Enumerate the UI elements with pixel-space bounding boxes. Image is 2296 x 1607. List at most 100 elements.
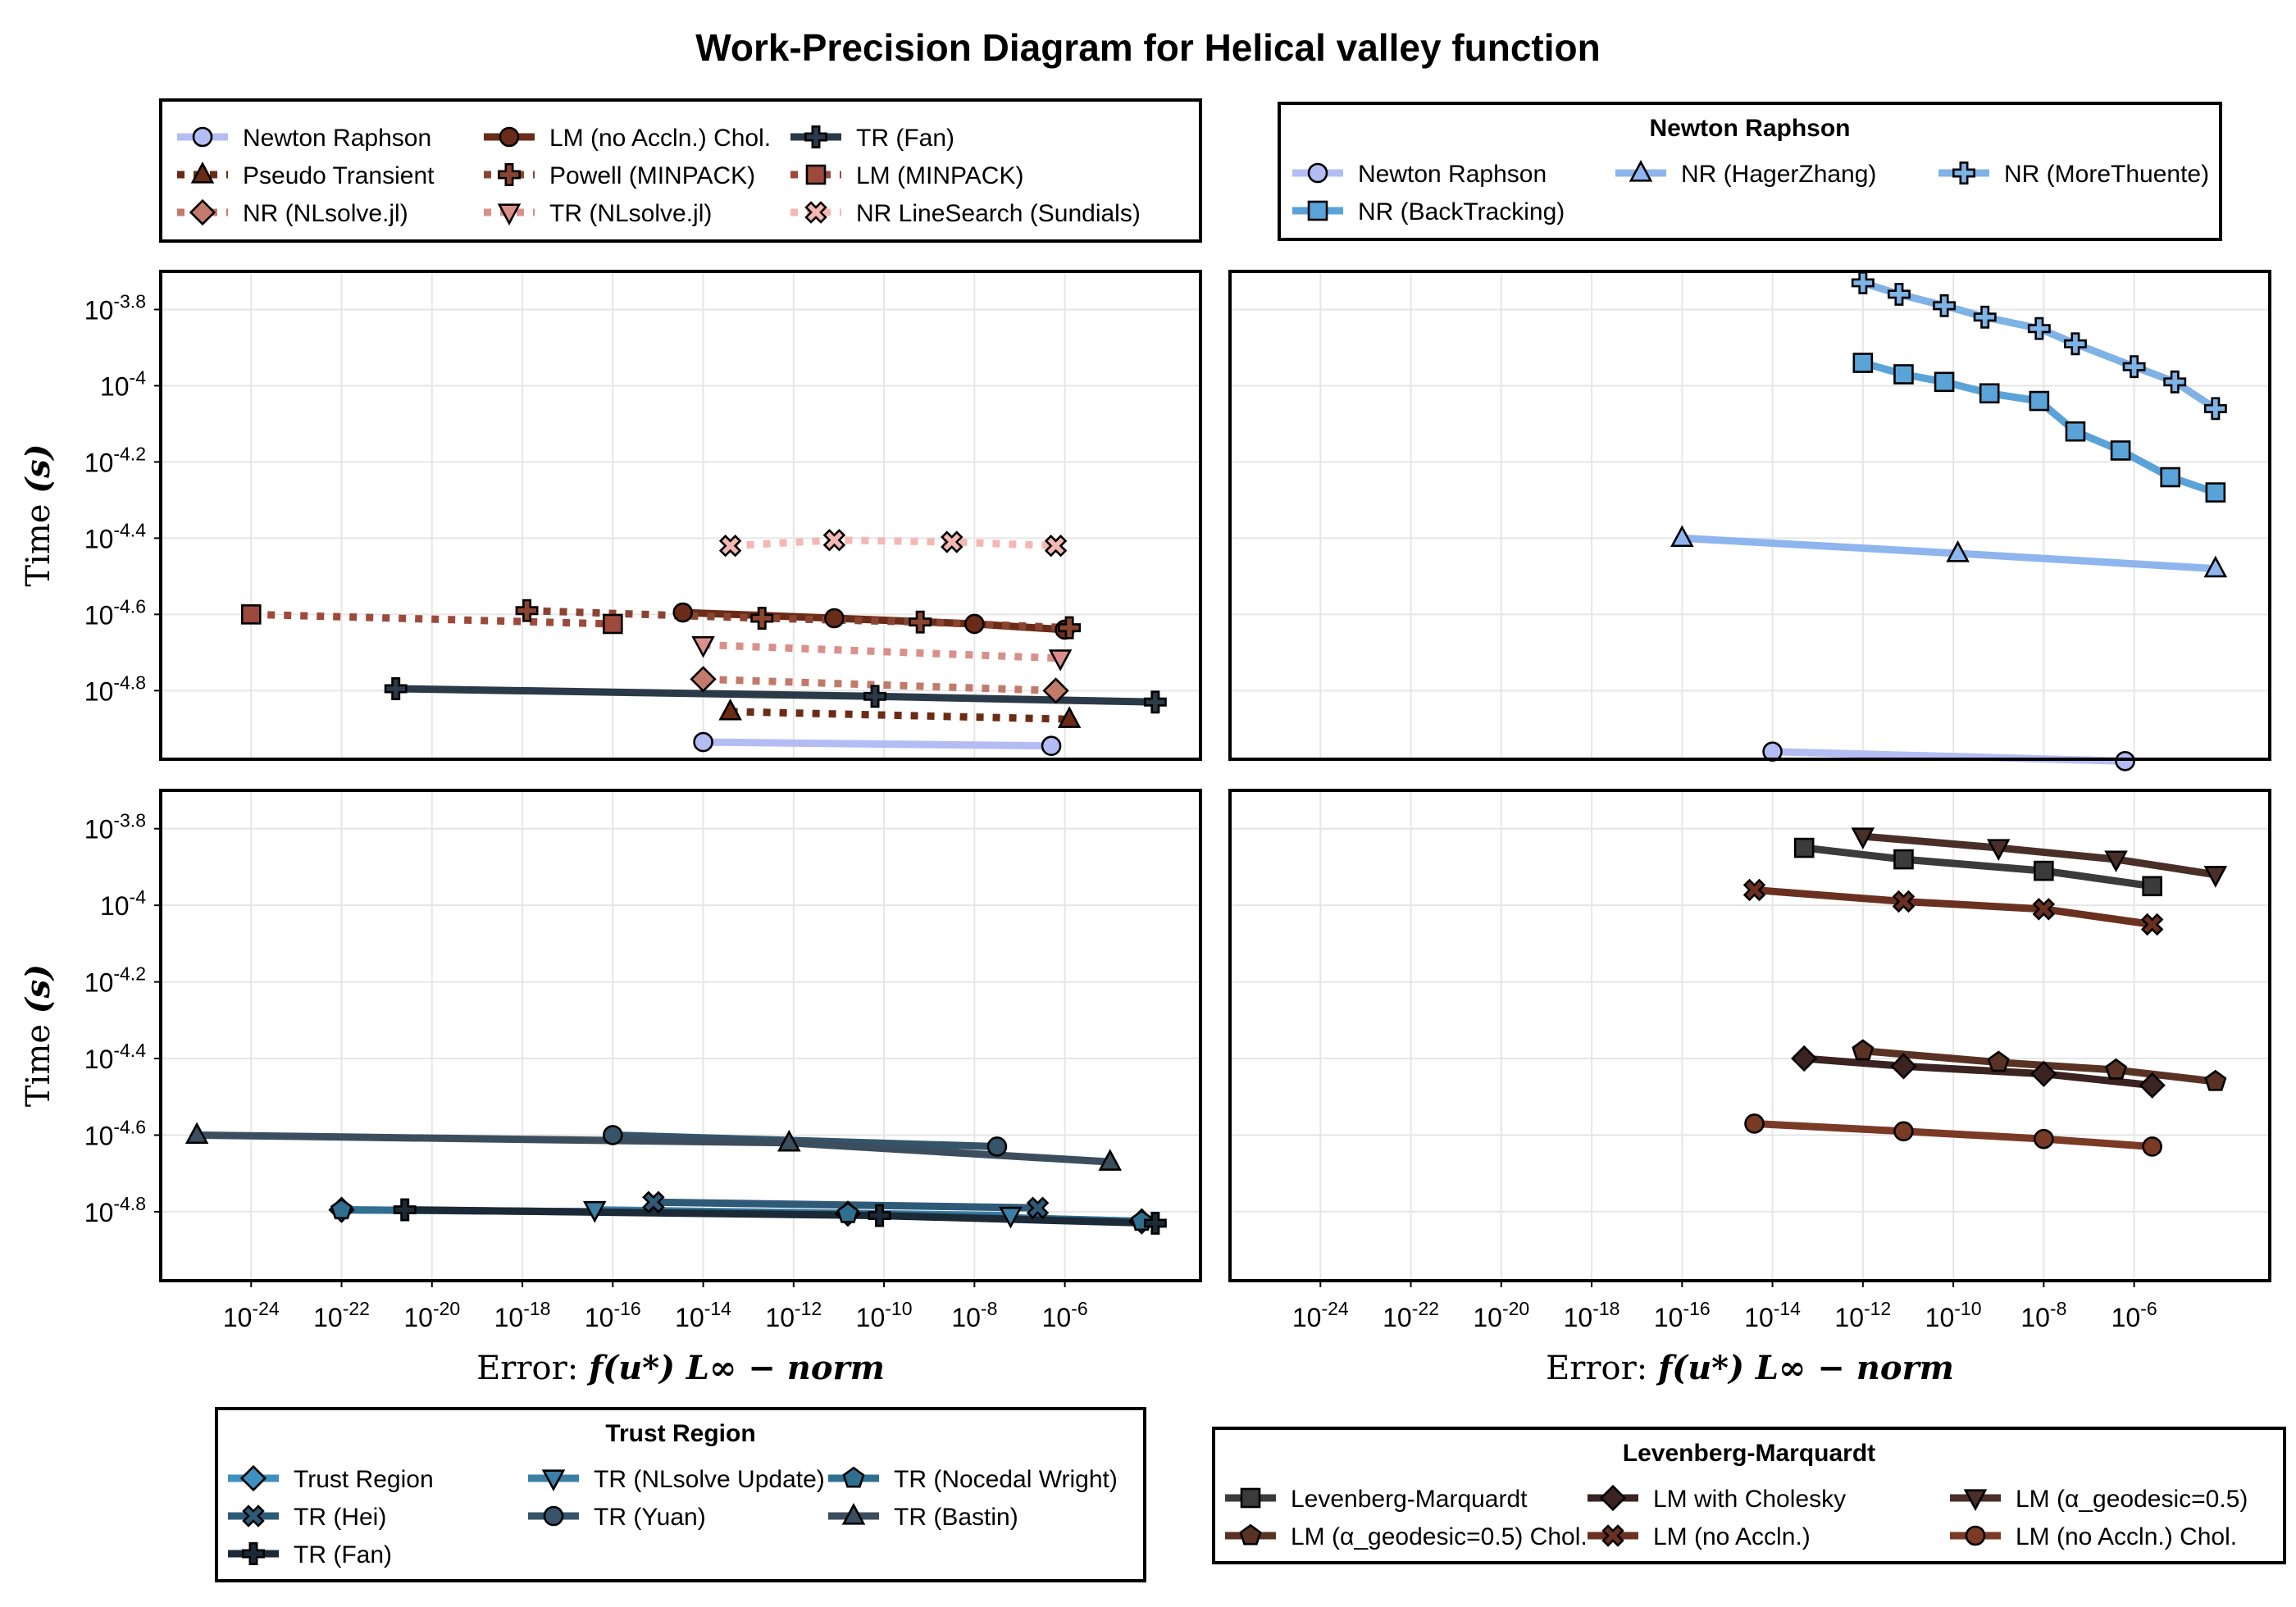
y-tick-label: 10-4 [100, 886, 146, 921]
legend-swatch-marker [541, 1469, 566, 1491]
legend-swatch-marker [804, 201, 827, 224]
data-point-tr-fan [1143, 1211, 1167, 1235]
legend-entry-tr-fan: TR (Fan) [856, 125, 954, 152]
legend-swatch-marker [189, 198, 216, 226]
x-tick-label: 10-12 [765, 1298, 822, 1332]
data-point-powell-minpack [909, 610, 932, 634]
legend-bottom-left: Trust Region Trust Region TR (NLsolve Upda… [215, 1407, 1146, 1582]
series-line-nr-morethuente [1861, 279, 2218, 412]
legend-swatch-marker [842, 1466, 865, 1488]
legend-entry-nr-nlsolve-jl: NR (NLsolve.jl) [243, 200, 408, 227]
data-point-tr-nlsolve-jl [1048, 649, 1073, 671]
x-axis-label: Error: f(u*) L∞ − norm [1546, 1349, 1954, 1387]
data-point-nr-backtracking [2205, 482, 2226, 503]
data-point-levenberg-marquardt [2034, 860, 2054, 881]
data-point-pseudo-transient [1057, 706, 1082, 728]
data-point-nr-linesearch-sundials [1044, 534, 1068, 558]
data-point-tr-nocedal-wright [330, 1198, 353, 1220]
legend-bottom-right: Levenberg-Marquardt Levenberg-Marquardt LM… [1212, 1427, 2286, 1564]
panel-top-right [1228, 270, 2271, 772]
panel-frame [159, 789, 1202, 1282]
legend-swatch-marker [497, 203, 522, 225]
legend-entry-newton-raphson: Newton Raphson [1358, 161, 1547, 188]
data-point-nr-hagerzhang [1670, 525, 1694, 548]
legend-swatch-marker [841, 1503, 866, 1525]
legend-swatch-marker [1307, 200, 1328, 221]
y-axis-label: Time (s) [19, 964, 57, 1107]
data-point-tr-fan [1143, 690, 1167, 714]
data-point-levenberg-marquardt [1893, 849, 1914, 870]
legend-swatch-marker [1629, 160, 1653, 182]
data-point-lm-alpha-geodesic-0-5 [2203, 866, 2228, 888]
data-point-newton-raphson [1041, 735, 1062, 757]
data-point-nr-backtracking [2110, 440, 2131, 461]
data-point-lm-minpack [603, 613, 623, 635]
legend-entry-tr-fan: TR (Fan) [294, 1541, 392, 1568]
data-point-nr-backtracking [1893, 364, 1914, 385]
legend-entry-levenberg-marquardt: Levenberg-Marquardt [1291, 1486, 1528, 1513]
x-tick-label: 10-22 [313, 1298, 370, 1332]
legend-swatch-marker [242, 1505, 265, 1527]
data-point-tr-nlsolve-jl [691, 635, 715, 658]
data-point-tr-hei [642, 1190, 665, 1213]
y-axis-label: Time (s) [19, 444, 57, 586]
series-line-newton-raphson [703, 738, 1052, 750]
x-tick-label: 10-12 [1834, 1298, 1891, 1332]
data-point-levenberg-marquardt [1793, 837, 1815, 858]
data-point-nr-hagerzhang [1946, 540, 1970, 562]
legend-swatch-marker [1952, 162, 1975, 184]
data-point-tr-nlsolve-update [999, 1206, 1023, 1229]
legend-swatch-marker [543, 1505, 564, 1527]
legend-entry-nr-backtracking: NR (BackTracking) [1358, 198, 1565, 225]
data-point-tr-yuan [603, 1125, 623, 1145]
data-point-lm-with-cholesky [1890, 1053, 1917, 1080]
legend-title: Levenberg-Marquardt [1623, 1440, 1875, 1467]
data-point-nr-backtracking [1979, 383, 2000, 404]
data-point-tr-bastin [184, 1122, 209, 1145]
data-point-tr-bastin [777, 1129, 801, 1152]
legend-entry-newton-raphson: Newton Raphson [243, 125, 431, 152]
data-point-tr-bastin [1098, 1149, 1123, 1171]
legend-swatch-marker [804, 125, 827, 148]
legend-entry-tr-nlsolve-jl: TR (NLsolve.jl) [549, 200, 712, 227]
x-tick-label: 10-8 [951, 1298, 997, 1332]
data-point-nr-backtracking [2160, 467, 2181, 488]
x-tick-label: 10-24 [223, 1298, 280, 1332]
legend-swatch-marker [499, 126, 520, 148]
data-point-lm-alpha-geodesic-0-5-chol [2104, 1058, 2128, 1080]
legend-layer: Newton Raphson LM (no Accln.) Chol. TR (Fa… [159, 98, 2286, 1582]
data-point-pseudo-transient [718, 698, 742, 721]
y-tick-label: 10-4 [100, 366, 146, 401]
legend-frame [1212, 1427, 2286, 1564]
legend-entry-nr-linesearch-sundials: NR LineSearch (Sundials) [856, 200, 1141, 227]
series-line-pseudo-transient [730, 708, 1070, 723]
figure-title: Work-Precision Diagram for Helical valle… [695, 26, 1600, 69]
panel-frame [1228, 270, 2271, 761]
data-point-lm-no-accln-chol [2142, 1136, 2162, 1157]
series-line-nr-hagerzhang [1682, 534, 2216, 573]
data-point-tr-nocedal-wright [836, 1201, 859, 1223]
y-tick-label: 10-4.8 [84, 1193, 146, 1227]
x-tick-label: 10-6 [1042, 1298, 1088, 1332]
series-line-lm-alpha-geodesic-0-5-chol [1862, 1047, 2216, 1086]
data-point-nr-morethuente [2163, 370, 2187, 394]
legend-swatch-marker [1963, 1489, 1988, 1511]
data-point-nr-morethuente [2063, 332, 2087, 356]
series-line-lm-no-accln [1754, 885, 2153, 928]
data-point-nr-morethuente [1851, 271, 1875, 294]
x-tick-label: 10-14 [675, 1298, 731, 1332]
x-tick-label: 10-10 [856, 1298, 913, 1332]
data-point-lm-no-accln-chol [824, 608, 845, 629]
legend-entry-trust-region: Trust Region [294, 1466, 434, 1493]
data-point-lm-with-cholesky [2139, 1072, 2166, 1099]
legend-top-right: Newton Raphson Newton Raphson NR (HagerZha… [1278, 102, 2222, 241]
legend-frame [215, 1407, 1146, 1582]
data-point-lm-alpha-geodesic-0-5-chol [1987, 1050, 2010, 1072]
legend-title: Newton Raphson [1650, 115, 1851, 142]
legend-swatch-marker [242, 1542, 265, 1565]
legend-swatch-marker [1239, 1523, 1262, 1546]
data-point-nr-morethuente [2203, 397, 2227, 421]
data-point-nr-nlsolve-jl [1042, 677, 1069, 704]
panel-bottom-right: 10-24 10-22 10-20 10-18 10-16 10-14 10-12 10-10… [1228, 789, 2271, 1387]
panel-frame [1228, 789, 2271, 1282]
